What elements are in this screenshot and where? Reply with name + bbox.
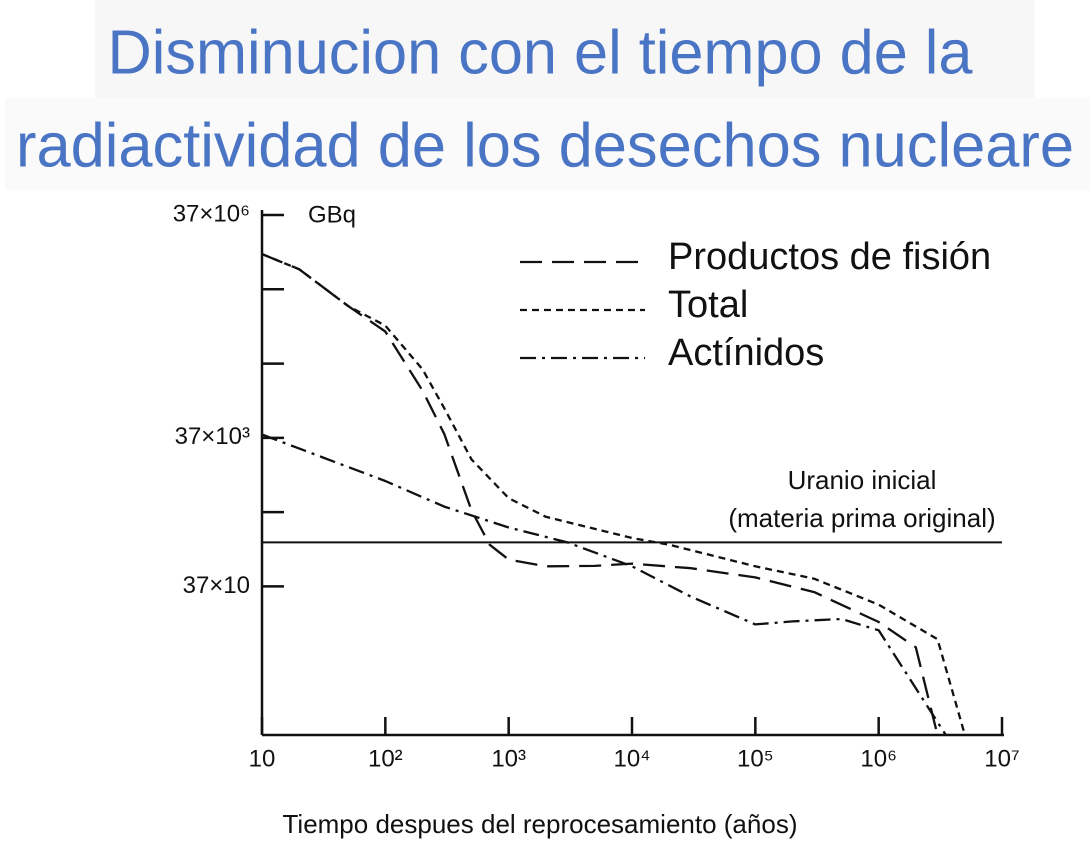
x-tick-label: 10³ — [491, 745, 526, 772]
y-unit: GBq — [308, 201, 356, 228]
x-axis-title: Tiempo despues del reprocesamiento (años… — [283, 809, 798, 839]
x-tick-label: 10² — [368, 745, 403, 772]
title-box — [95, 0, 1035, 98]
x-tick-label: 10⁷ — [984, 745, 1019, 772]
x-tick-label: 10⁶ — [860, 745, 897, 772]
x-tick-label: 10⁴ — [613, 745, 650, 772]
series-line — [261, 253, 939, 736]
chart-title: radiactividad de los desechos nucleare — [16, 111, 1074, 180]
y-tick-label: 37×10³ — [175, 423, 250, 450]
x-tick-label: 10 — [249, 745, 276, 772]
reference-label: Uranio inicial — [788, 465, 937, 495]
title-box — [5, 98, 1090, 190]
legend-label: Total — [668, 284, 748, 326]
legend-label: Actínidos — [668, 332, 824, 374]
reference-label: (materia prima original) — [728, 503, 995, 533]
legend-label: Productos de fisión — [668, 236, 991, 278]
series-line — [261, 253, 967, 736]
chart-title: Disminucion con el tiempo de la — [108, 18, 974, 87]
x-tick-label: 10⁵ — [737, 745, 774, 772]
series-line — [261, 433, 947, 736]
y-tick-label: 37×10 — [183, 572, 250, 599]
y-tick-label: 37×10⁶ — [173, 200, 250, 227]
